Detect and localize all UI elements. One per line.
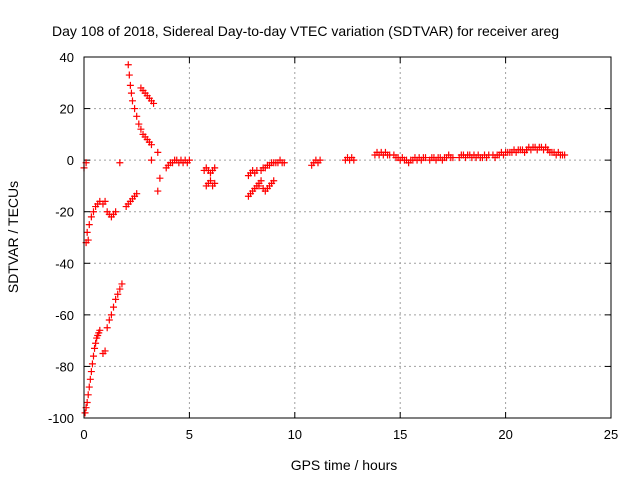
data-point <box>107 311 115 319</box>
y-axis-label: SDTVAR / TECUs <box>5 181 21 293</box>
data-point <box>101 347 109 355</box>
x-tick-label: 0 <box>80 427 87 442</box>
data-point <box>86 375 94 383</box>
data-point <box>103 324 111 332</box>
data-point <box>91 344 99 352</box>
data-point <box>87 368 95 376</box>
data-point <box>561 151 569 159</box>
data-point <box>421 154 429 162</box>
data-point <box>206 177 214 185</box>
data-point <box>124 61 132 69</box>
data-point <box>83 399 91 407</box>
x-tick-label: 10 <box>288 427 302 442</box>
data-point <box>81 409 89 417</box>
data-point <box>126 81 134 89</box>
data-point <box>270 177 278 185</box>
data-point <box>137 125 145 133</box>
data-point <box>87 213 95 221</box>
data-point <box>255 182 263 190</box>
axis-ticks: 0 5 10 15 20 25 -100 -80 -60 -40 -20 0 20 40 <box>48 50 618 442</box>
data-point <box>449 154 457 162</box>
data-point <box>116 159 124 167</box>
data-point <box>112 208 120 216</box>
data-points <box>80 61 569 417</box>
data-point <box>84 236 92 244</box>
y-tick-label: 0 <box>67 153 74 168</box>
data-point <box>101 197 109 205</box>
data-point <box>135 120 143 128</box>
data-point <box>116 285 124 293</box>
data-point <box>185 156 193 164</box>
data-point <box>125 71 133 79</box>
data-point <box>133 190 141 198</box>
data-point <box>154 148 162 156</box>
chart-title: Day 108 of 2018, Sidereal Day-to-day VTE… <box>52 23 559 39</box>
data-point <box>92 339 100 347</box>
data-point <box>316 156 324 164</box>
x-tick-label: 5 <box>186 427 193 442</box>
data-point <box>83 228 91 236</box>
data-point <box>84 391 92 399</box>
data-point <box>133 112 141 120</box>
y-tick-label: -100 <box>48 411 74 426</box>
data-point <box>156 174 164 182</box>
y-tick-label: -20 <box>55 205 74 220</box>
x-tick-label: 25 <box>604 427 618 442</box>
data-point <box>154 187 162 195</box>
data-point <box>110 303 118 311</box>
data-point <box>89 352 97 360</box>
data-point <box>89 208 97 216</box>
data-point <box>350 156 358 164</box>
plot-frame <box>83 56 612 419</box>
y-tick-label: 20 <box>60 102 74 117</box>
data-point <box>88 360 96 368</box>
data-point <box>128 97 136 105</box>
y-tick-label: 40 <box>60 50 74 65</box>
x-tick-label: 20 <box>498 427 512 442</box>
data-point <box>147 141 155 149</box>
y-tick-label: -60 <box>55 308 74 323</box>
data-point <box>280 159 288 167</box>
data-point <box>96 326 104 334</box>
x-axis-label: GPS time / hours <box>291 457 398 473</box>
data-point <box>257 177 265 185</box>
data-point <box>118 280 126 288</box>
data-point <box>147 156 155 164</box>
data-point <box>85 221 93 229</box>
data-point <box>112 295 120 303</box>
data-point <box>131 105 139 113</box>
data-point <box>85 383 93 391</box>
data-point <box>114 290 122 298</box>
y-tick-label: -40 <box>55 256 74 271</box>
y-tick-label: -80 <box>55 359 74 374</box>
data-point <box>127 89 135 97</box>
data-point <box>105 316 113 324</box>
data-point <box>211 164 219 172</box>
x-tick-label: 15 <box>393 427 407 442</box>
data-point <box>150 99 158 107</box>
grid <box>84 57 611 418</box>
data-point <box>211 179 219 187</box>
